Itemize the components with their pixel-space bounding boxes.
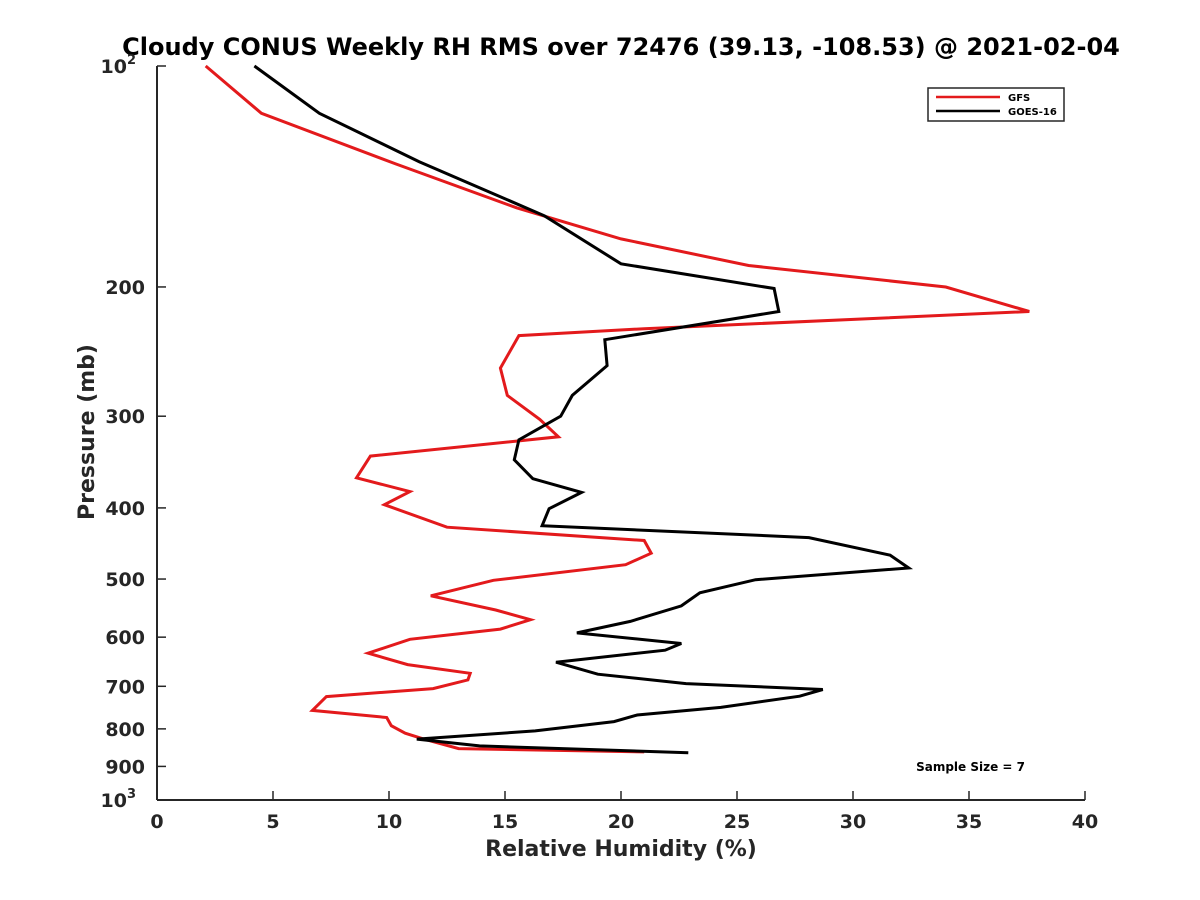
sample-size-annotation: Sample Size = 7 xyxy=(916,760,1025,774)
x-tick-label: 20 xyxy=(608,811,634,833)
axes: 0 5 10 15 20 25 30 35 40 102 200 300 400 500 600 700 800… xyxy=(101,53,1099,833)
legend-label: GOES-16 xyxy=(1008,107,1057,118)
x-tick-label: 10 xyxy=(376,811,402,833)
x-tick-label: 30 xyxy=(840,811,866,833)
y-tick-label: 600 xyxy=(105,627,145,649)
y-tick-label: 500 xyxy=(105,569,145,591)
y-tick-label: 400 xyxy=(105,498,145,520)
x-tick-label: 25 xyxy=(724,811,750,833)
legend-box xyxy=(927,87,1065,122)
x-tick-label: 5 xyxy=(266,811,279,833)
y-tick-label: 103 xyxy=(101,787,137,812)
series-layer xyxy=(204,64,1030,755)
y-tick-label: 102 xyxy=(101,53,137,78)
y-tick-label: 900 xyxy=(105,756,145,778)
x-tick-label: 35 xyxy=(956,811,982,833)
x-tick-label: 15 xyxy=(492,811,518,833)
legend: GFS GOES-16 xyxy=(927,87,1065,122)
legend-label: GFS xyxy=(1008,93,1030,104)
y-tick-label: 700 xyxy=(105,676,145,698)
y-tick-label: 800 xyxy=(105,719,145,741)
y-axis-label: Pressure (mb) xyxy=(75,344,100,520)
chart-title: Cloudy CONUS Weekly RH RMS over 72476 (3… xyxy=(122,33,1120,61)
x-axis-label: Relative Humidity (%) xyxy=(485,837,757,862)
y-tick-label: 200 xyxy=(105,277,145,299)
x-tick-label: 40 xyxy=(1072,811,1098,833)
y-tick-label: 300 xyxy=(105,406,145,428)
x-tick-label: 0 xyxy=(150,811,163,833)
